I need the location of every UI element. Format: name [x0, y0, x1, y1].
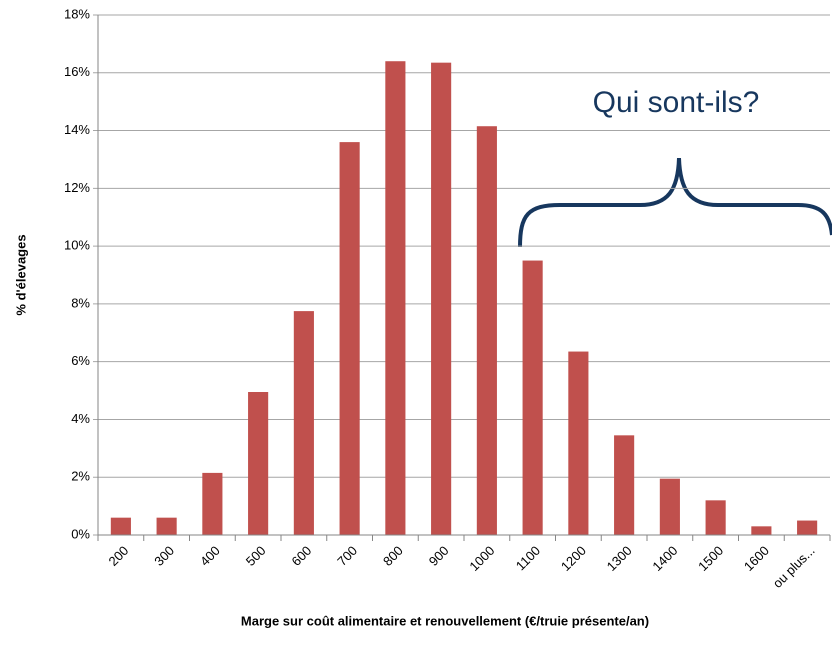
x-tick-label: 1500: [695, 543, 726, 574]
x-tick-label: 300: [151, 543, 177, 569]
bar: [797, 520, 818, 535]
x-tick-label: 1200: [558, 543, 589, 574]
x-tick-label: 500: [243, 543, 269, 569]
x-tick-label: 400: [197, 543, 223, 569]
bar: [659, 478, 680, 535]
bar: [293, 311, 314, 535]
bar: [248, 392, 269, 535]
y-tick-label: 12%: [64, 180, 90, 195]
y-tick-label: 8%: [71, 295, 90, 310]
x-tick-label: 600: [288, 543, 314, 569]
bar: [614, 435, 635, 535]
y-tick-label: 16%: [64, 64, 90, 79]
x-tick-label: 1600: [741, 543, 772, 574]
bar: [156, 517, 177, 535]
y-tick-label: 4%: [71, 411, 90, 426]
bar: [522, 260, 543, 535]
x-tick-label: 1400: [649, 543, 680, 574]
x-tick-label: ou plus...: [770, 543, 818, 591]
y-tick-label: 10%: [64, 238, 90, 253]
x-tick-label: 1000: [466, 543, 497, 574]
bar: [476, 126, 497, 535]
x-tick-label: 800: [380, 543, 406, 569]
bar: [110, 517, 131, 535]
y-axis-title: % d'élevages: [13, 234, 28, 315]
bar: [202, 472, 223, 535]
x-tick-label: 700: [334, 543, 360, 569]
x-tick-label: 900: [426, 543, 452, 569]
y-tick-label: 2%: [71, 469, 90, 484]
bar: [339, 142, 360, 535]
x-tick-label: 200: [105, 543, 131, 569]
y-tick-label: 6%: [71, 353, 90, 368]
x-tick-label: 1300: [604, 543, 635, 574]
bar: [751, 526, 772, 535]
y-tick-label: 0%: [71, 526, 90, 541]
y-tick-label: 14%: [64, 122, 90, 137]
bar: [385, 61, 406, 535]
y-tick-label: 18%: [64, 6, 90, 21]
x-axis-title: Marge sur coût alimentaire et renouvelle…: [241, 613, 649, 628]
brace: [518, 157, 832, 248]
bar: [431, 62, 452, 536]
annotation: Qui sont-ils?: [593, 86, 760, 119]
bar: [705, 500, 726, 535]
x-tick-label: 1100: [513, 543, 543, 573]
bar: [568, 351, 589, 535]
